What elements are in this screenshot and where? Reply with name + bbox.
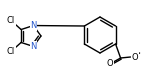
Text: N: N [30, 21, 37, 30]
Text: N: N [30, 42, 37, 51]
Text: O: O [106, 60, 113, 68]
Text: Cl: Cl [7, 16, 15, 25]
Text: O: O [132, 52, 138, 61]
Text: Cl: Cl [7, 47, 15, 56]
